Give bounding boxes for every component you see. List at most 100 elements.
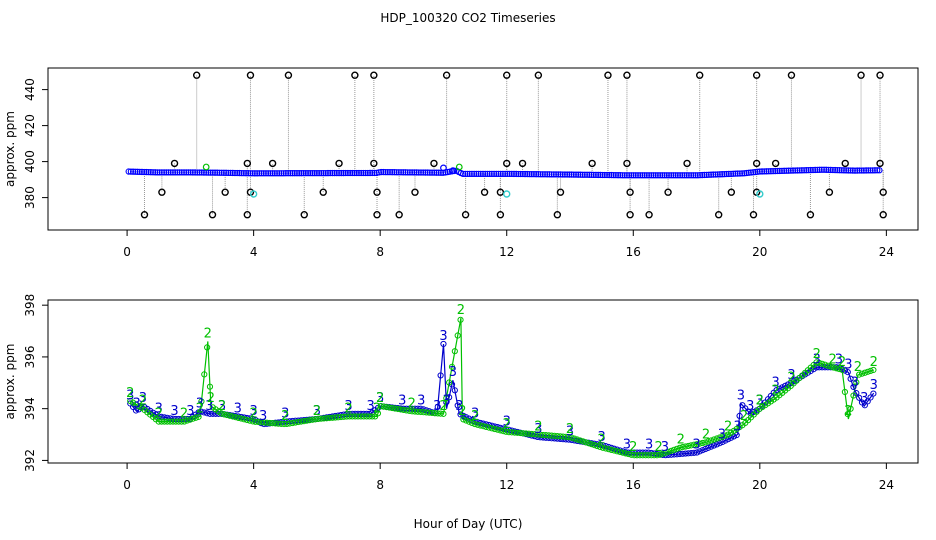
baseline-point [284, 170, 292, 177]
baseline-point [657, 172, 664, 179]
baseline-point [601, 171, 608, 179]
instrument-2-spike-point [202, 163, 210, 171]
series-3-marker: 3 [534, 422, 542, 437]
baseline-point [608, 171, 615, 179]
series-3-marker: 3 [433, 399, 441, 414]
series-3-point [867, 394, 874, 401]
baseline-point [756, 168, 763, 175]
series-2-point [297, 418, 305, 425]
baseline-point [699, 171, 706, 179]
series-3-point [696, 448, 703, 455]
baseline-point [258, 170, 265, 177]
series-2-point [673, 445, 681, 452]
baseline-point [318, 169, 325, 177]
cyan-calibration-point [503, 190, 511, 198]
baseline-point [411, 169, 418, 176]
baseline-point [510, 170, 518, 178]
baseline-point [716, 171, 724, 178]
baseline-point [167, 169, 174, 176]
series-2-point [465, 418, 473, 425]
baseline-point [422, 169, 429, 176]
baseline-point [134, 168, 141, 175]
baseline-point [714, 171, 721, 178]
baseline-point [845, 167, 852, 174]
series-3-point [864, 398, 871, 405]
baseline-point [196, 169, 203, 176]
baseline-point [225, 169, 232, 177]
series-3-marker: 3 [196, 396, 204, 411]
series-2-point [656, 451, 663, 458]
series-2-point [844, 411, 851, 418]
baseline-point [754, 168, 761, 175]
baseline-point [758, 168, 766, 175]
series-3-marker: 3 [645, 438, 653, 453]
series-2-point [335, 414, 342, 421]
baseline-point [805, 166, 812, 174]
series-3-marker: 3 [851, 376, 859, 391]
series-3-marker: 3 [623, 438, 631, 453]
series-2-marker: 2 [629, 440, 637, 455]
series-2-marker: 2 [207, 391, 215, 406]
baseline-point [634, 172, 642, 179]
series-2-point [292, 419, 299, 426]
baseline-point [160, 169, 168, 176]
series-2-point [856, 371, 863, 378]
baseline-point [231, 169, 239, 177]
series-3-point [690, 449, 698, 456]
baseline-point [639, 172, 646, 179]
baseline-point [289, 170, 296, 177]
series-2-point [246, 417, 253, 424]
series-2-marker: 2 [139, 394, 147, 409]
baseline-point [191, 169, 199, 176]
baseline-point [355, 169, 363, 177]
baseline-point [493, 170, 500, 177]
series-3-point [856, 394, 863, 401]
calibration-point [626, 188, 634, 196]
calibration-point [714, 210, 723, 219]
calibration-point [879, 188, 887, 196]
calibration-point [503, 159, 511, 168]
calibration-point [370, 71, 378, 79]
series-2-marker: 2 [373, 401, 381, 416]
series-3-point [707, 443, 715, 450]
series-3-marker: 3 [756, 394, 764, 409]
baseline-point [420, 169, 427, 176]
x-tick-label: 12 [499, 245, 514, 259]
series-2-marker: 2 [471, 409, 479, 424]
series-3-marker: 3 [835, 352, 843, 367]
baseline-point [597, 171, 604, 179]
baseline-point [136, 168, 143, 176]
series-2-point [867, 367, 874, 374]
series-2-point [508, 429, 515, 436]
baseline-point [577, 171, 584, 178]
baseline-point [397, 169, 405, 176]
baseline-point [849, 167, 856, 174]
baseline-point [541, 171, 549, 178]
series-2-point [622, 450, 629, 457]
series-3-marker: 3 [771, 376, 779, 391]
baseline-point [570, 171, 577, 178]
baseline-point [311, 169, 318, 177]
series-3-point [699, 447, 706, 454]
baseline-point [300, 170, 307, 177]
x-tick-label: 24 [879, 245, 894, 259]
series-2-point [252, 418, 259, 425]
series-2-point [833, 365, 840, 372]
series-2-point [554, 432, 561, 440]
baseline-point [823, 166, 830, 173]
series-3-point [861, 402, 868, 409]
baseline-point [375, 169, 383, 176]
baseline-point [293, 170, 301, 177]
series-2-point [480, 423, 487, 430]
series-3-marker: 3 [234, 401, 242, 416]
series-2-point [181, 418, 188, 425]
y-tick-label: 398 [23, 294, 37, 317]
baseline-point [335, 169, 343, 177]
baseline-point [508, 170, 515, 178]
baseline-point [712, 171, 719, 178]
series-2-point [463, 417, 470, 424]
series-2-point [813, 359, 820, 366]
calibration-point [496, 188, 505, 196]
baseline-point [610, 171, 617, 179]
baseline-point [296, 170, 303, 177]
